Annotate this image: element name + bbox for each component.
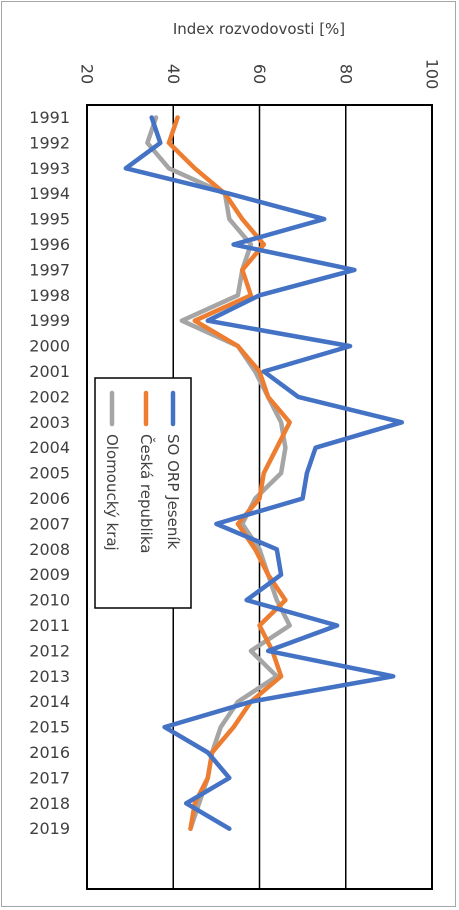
value-tick-label: 100 (423, 59, 442, 90)
plot-area (86, 104, 433, 890)
year-label: 2005 (29, 464, 70, 483)
year-label: 2001 (29, 362, 70, 381)
value-tick-label: 80 (336, 64, 355, 84)
year-label: 2010 (29, 591, 70, 610)
year-label: 2018 (29, 794, 70, 813)
year-label: 2015 (29, 718, 70, 737)
year-label: 1998 (29, 286, 70, 305)
year-label: 1996 (29, 235, 70, 254)
series-line-1 (123, 115, 405, 831)
year-label: 2000 (29, 337, 70, 356)
value-tick-label: 20 (78, 64, 97, 84)
year-label: 2006 (29, 489, 70, 508)
year-label: 2009 (29, 565, 70, 584)
series-lines (123, 115, 405, 831)
series-line-3 (145, 115, 292, 831)
year-label: 2008 (29, 540, 70, 559)
year-label: 1995 (29, 210, 70, 229)
year-label: 2002 (29, 387, 70, 406)
value-axis-title: Index rozvodovosti [%] (173, 20, 345, 38)
value-tick-label: 40 (164, 64, 183, 84)
year-label: 1997 (29, 260, 70, 279)
year-label: 2012 (29, 641, 70, 660)
value-tick-label: 60 (250, 64, 269, 84)
year-label: 1992 (29, 133, 70, 152)
year-label: 1994 (29, 184, 70, 203)
year-label: 2013 (29, 667, 70, 686)
year-label: 2019 (29, 819, 70, 838)
year-labels: 1991 1992 1993 1994 1995 1996 1997 1998 1999 2000… (29, 108, 70, 838)
value-ticks: 20 40 60 80 100 (78, 59, 442, 90)
legend-label: Olomoucký kraj (103, 434, 121, 551)
year-label: 2007 (29, 514, 70, 533)
year-label: 2004 (29, 438, 70, 457)
year-label: 2011 (29, 616, 70, 635)
year-label: 2017 (29, 768, 70, 787)
year-label: 2014 (29, 692, 70, 711)
year-label: 1991 (29, 108, 70, 127)
legend-label: Česká republika (137, 434, 156, 553)
year-label: 1999 (29, 311, 70, 330)
legend-label: SO ORP Jeseník (164, 434, 182, 550)
legend: SO ORP Jeseník Česká republika Olomoucký k… (94, 377, 192, 609)
year-label: 2016 (29, 743, 70, 762)
year-label: 1993 (29, 159, 70, 178)
year-label: 2003 (29, 413, 70, 432)
